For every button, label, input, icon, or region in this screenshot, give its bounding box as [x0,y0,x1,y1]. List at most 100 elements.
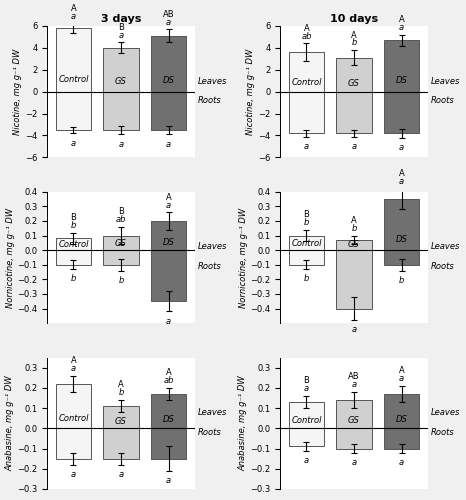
Text: Roots: Roots [431,428,454,437]
Text: GS: GS [348,78,360,88]
Text: a: a [351,380,356,390]
Text: a: a [71,364,76,373]
Text: GS: GS [348,416,360,425]
Text: a: a [351,458,356,467]
Bar [384,394,419,428]
Bar [151,250,186,302]
Bar [103,406,139,428]
Bar [336,428,372,448]
Text: A: A [399,170,404,178]
Bar [55,428,91,458]
Text: A: A [70,356,76,365]
Text: a: a [118,140,123,148]
Bar [384,92,419,134]
Text: A: A [399,366,404,376]
Text: a: a [166,18,171,26]
Text: a: a [399,374,404,383]
Bar [336,400,372,428]
Text: GS: GS [115,416,127,426]
Text: Control: Control [291,240,322,248]
Bar [384,199,419,250]
Text: B: B [303,376,309,386]
Bar [103,428,139,458]
Y-axis label: Nicotine, mg g⁻¹ DW: Nicotine, mg g⁻¹ DW [247,48,255,135]
Bar [336,250,372,308]
Text: a: a [351,142,356,151]
Text: Leaves: Leaves [198,408,227,417]
Bar [55,384,91,428]
Text: a: a [71,138,76,147]
Text: a: a [166,316,171,326]
Text: Roots: Roots [431,96,454,106]
Text: Leaves: Leaves [431,242,460,252]
Bar [336,240,372,250]
Bar [288,236,324,250]
Text: GS: GS [115,240,127,248]
Text: A: A [303,24,309,33]
Text: Control: Control [58,240,89,249]
Text: Roots: Roots [198,96,221,106]
Bar [336,92,372,134]
Text: Control: Control [291,416,322,425]
Text: DS: DS [163,76,175,85]
Text: b: b [304,274,309,283]
Text: Leaves: Leaves [198,76,227,86]
Text: DS: DS [163,238,175,246]
Bar [384,40,419,92]
Bar [151,428,186,458]
Y-axis label: Anabasine, mg g⁻¹ DW: Anabasine, mg g⁻¹ DW [239,376,247,471]
Bar [55,250,91,265]
Text: Control: Control [58,414,89,423]
Bar [288,250,324,265]
Text: a: a [304,142,309,151]
Text: DS: DS [163,415,175,424]
Text: B: B [118,23,124,32]
Text: a: a [118,470,123,479]
Bar [103,236,139,250]
Text: DS: DS [396,76,408,86]
Text: Leaves: Leaves [431,76,460,86]
Y-axis label: Nornicotine, mg g⁻¹ DW: Nornicotine, mg g⁻¹ DW [239,208,247,308]
Y-axis label: Nornicotine, mg g⁻¹ DW: Nornicotine, mg g⁻¹ DW [6,208,14,308]
Text: A: A [166,192,171,202]
Bar [384,428,419,448]
Bar [151,221,186,250]
Text: a: a [351,326,356,334]
Text: Roots: Roots [198,428,221,437]
Bar [151,36,186,92]
Text: A: A [166,368,171,378]
Bar [151,394,186,428]
Bar [55,28,91,92]
Text: a: a [71,470,76,479]
Bar [103,92,139,130]
Text: a: a [118,31,123,40]
Text: b: b [304,218,309,227]
Text: a: a [71,12,76,20]
Text: b: b [118,388,124,398]
Text: DS: DS [396,235,408,244]
Text: A: A [399,15,404,24]
Text: a: a [399,23,404,32]
Text: A: A [351,30,357,40]
Text: B: B [303,210,309,219]
Text: b: b [351,224,357,233]
Text: b: b [399,276,404,285]
Y-axis label: Nicotine, mg g⁻¹ DW: Nicotine, mg g⁻¹ DW [14,48,22,135]
Title: 10 days: 10 days [330,14,378,24]
Bar [288,92,324,134]
Text: A: A [70,4,76,13]
Text: a: a [399,458,404,467]
Text: a: a [166,476,171,485]
Bar [288,402,324,428]
Text: Leaves: Leaves [198,242,227,252]
Bar [103,48,139,92]
Bar [288,428,324,446]
Text: Control: Control [291,78,322,87]
Text: a: a [166,140,171,148]
Text: b: b [351,38,357,48]
Bar [55,92,91,130]
Text: ab: ab [164,376,174,386]
Text: Leaves: Leaves [431,408,460,417]
Text: ab: ab [116,215,126,224]
Bar [288,52,324,92]
